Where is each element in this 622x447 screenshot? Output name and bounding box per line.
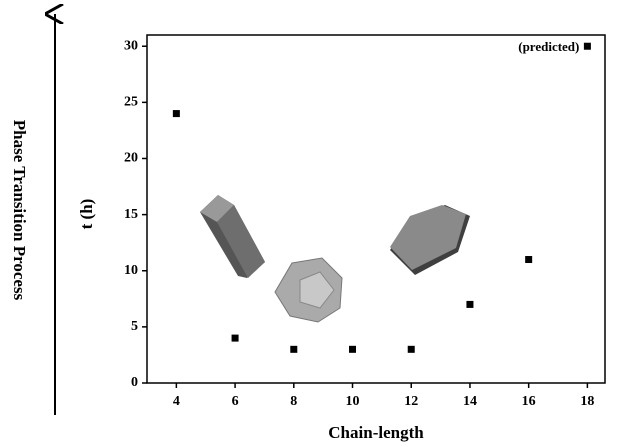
chart: Phase Transition Process t (h) Chain-len… [0,0,622,447]
data-point [525,256,532,263]
y-axis-title: t (h) [77,199,96,230]
y-tick-label: 0 [131,375,138,390]
x-tick-label: 16 [522,394,536,409]
data-point [466,301,473,308]
crystal-rod [200,195,265,278]
x-tick-label: 10 [346,394,360,409]
y-tick-label: 5 [131,319,138,334]
x-tick-label: 4 [173,394,180,409]
side-label: Phase Transition Process [10,120,29,301]
page: Phase Transition Process t (h) Chain-len… [0,0,622,447]
x-tick-label: 14 [463,394,477,409]
crystal-plate [390,205,470,275]
annotation: (predicted) [518,39,579,54]
data-point [173,110,180,117]
data-point [349,346,356,353]
x-tick-label: 12 [404,394,418,409]
data-point [584,43,591,50]
y-tick-label: 15 [124,207,138,222]
y-tick-label: 10 [124,263,138,278]
crystal-sphere [275,258,342,322]
data-point [290,346,297,353]
data-point [232,335,239,342]
y-tick-label: 30 [124,38,138,53]
y-tick-label: 25 [124,95,138,110]
data-point [408,346,415,353]
y-tick-label: 20 [124,151,138,166]
x-tick-label: 8 [290,394,297,409]
x-tick-label: 6 [232,394,239,409]
x-axis-title: Chain-length [328,423,424,442]
x-tick-label: 18 [580,394,594,409]
